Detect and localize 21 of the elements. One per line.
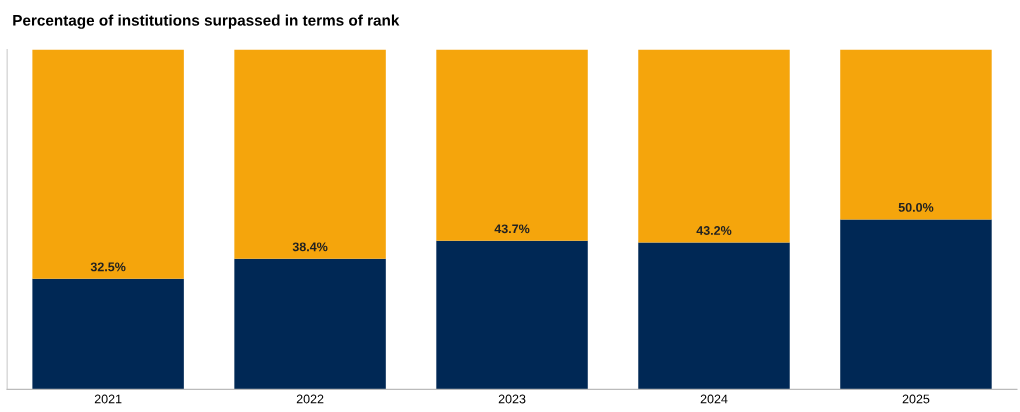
x-tick-label: 2021 xyxy=(94,394,122,404)
bar xyxy=(234,49,386,259)
data-label: 38.4% xyxy=(292,242,328,252)
x-tick-label: 2023 xyxy=(498,394,526,404)
data-label: 50.0% xyxy=(898,202,934,212)
bar xyxy=(32,49,184,279)
data-label: 43.2% xyxy=(696,226,732,235)
x-tick-label: 2024 xyxy=(700,394,728,404)
chart-title: Percentage of institutions surpassed in terms of rank xyxy=(13,14,400,29)
bar xyxy=(840,219,992,390)
data-label: 32.5% xyxy=(90,262,126,272)
bar xyxy=(840,49,992,220)
bar xyxy=(436,240,588,390)
bar xyxy=(638,49,790,243)
x-tick-label: 2025 xyxy=(902,394,930,404)
bar xyxy=(234,258,386,390)
data-label: 43.7% xyxy=(494,224,530,234)
x-tick-label: 2022 xyxy=(296,394,324,404)
bar xyxy=(638,242,790,390)
bar xyxy=(436,49,588,241)
bar xyxy=(32,278,184,390)
